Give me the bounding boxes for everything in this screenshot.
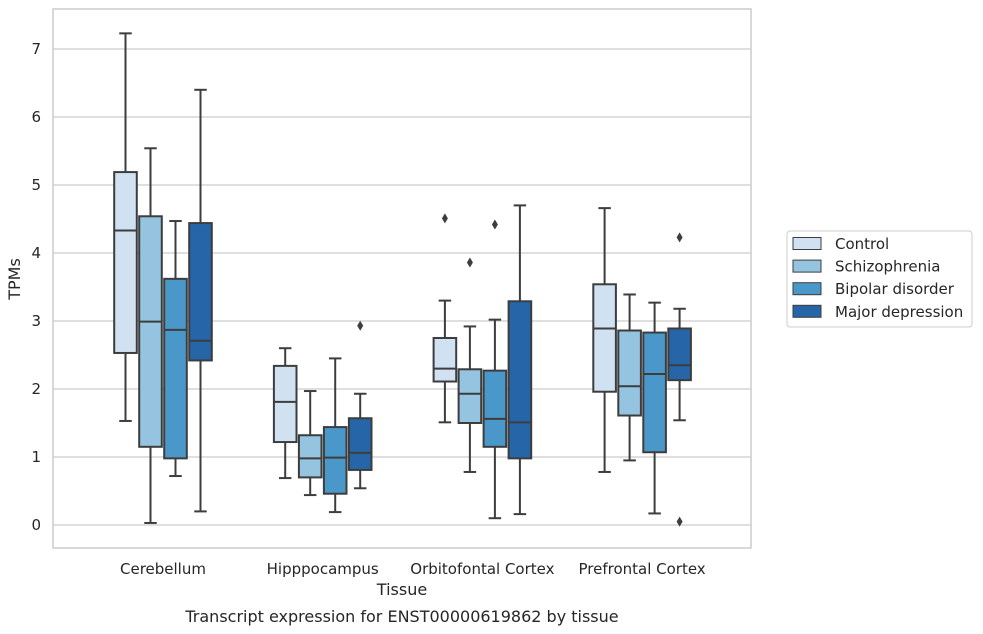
y-tick-label: 0 [31,516,41,534]
boxes [113,32,692,527]
box-iqr [592,283,617,393]
legend: Control Schizophrenia Bipolar disorder Majo… [786,230,973,328]
plot-frame [52,8,752,549]
y-tick-label: 1 [31,448,41,466]
box-iqr [322,426,348,495]
box-iqr [272,364,298,444]
x-axis-title: Tissue [376,580,427,599]
box-iqr [297,434,323,479]
box-plot-bipolar-disorder [322,357,348,514]
box-plot-major-depression [507,204,533,516]
x-tick-labels: Cerebellum Hipppocampus Orbitofontal Corte… [120,560,706,578]
y-tick-labels: 0 1 2 3 4 5 6 7 [31,40,41,534]
box-iqr [642,331,667,454]
chart-title: Transcript expression for ENST0000061986… [184,607,618,626]
box-iqr [617,329,642,417]
box-plot-bipolar-disorder [163,220,188,478]
box-plot-major-depression [347,320,373,490]
box-plot-major-depression [667,232,692,527]
box-plot-bipolar-disorder [642,301,667,515]
box-iqr [163,277,188,460]
box-plot-schizophrenia [457,257,483,473]
y-axis-title: TPMs [5,258,24,301]
outlier-point [491,219,498,230]
legend-frame [786,230,973,328]
box-plot-major-depression [188,88,213,513]
y-tick-label: 5 [31,176,41,194]
box-iqr [188,222,213,362]
legend-swatch [792,259,822,273]
box-iqr [457,368,483,424]
box-plot-control [113,32,138,422]
box-iqr [432,337,458,383]
legend-label: Schizophrenia [835,258,940,276]
x-tick-label: Orbitofontal Cortex [410,560,554,578]
x-tick-label: Hipppocampus [267,560,379,578]
legend-swatch [792,282,822,296]
outlier-point [676,232,683,243]
box-plot-bipolar-disorder [482,219,508,520]
y-tick-label: 3 [31,312,41,330]
legend-swatch [792,304,822,318]
x-tick-label: Cerebellum [120,560,206,578]
box-plot-schizophrenia [297,390,323,497]
box-plot-schizophrenia [138,147,163,524]
outlier-point [676,516,683,527]
box-iqr [482,369,508,448]
box-iqr [138,215,163,448]
legend-label: Control [835,235,889,253]
box-plot-control [272,347,298,480]
box-plot-control [432,213,458,424]
outlier-point [357,320,364,331]
x-tick-label: Prefrontal Cortex [578,560,705,578]
legend-label: Bipolar disorder [835,280,955,298]
box-iqr [667,327,692,382]
box-plot-schizophrenia [617,293,642,462]
y-tick-label: 4 [31,244,41,262]
box-iqr [113,171,138,354]
y-tick-label: 2 [31,380,41,398]
y-tick-label: 6 [31,108,41,126]
outlier-point [466,257,473,268]
y-tick-label: 7 [31,40,41,58]
box-iqr [347,417,373,471]
outlier-point [441,213,448,224]
box-plot-control [592,207,617,473]
legend-swatch [792,237,822,250]
legend-label: Major depression [835,303,963,321]
box-iqr [507,300,533,460]
